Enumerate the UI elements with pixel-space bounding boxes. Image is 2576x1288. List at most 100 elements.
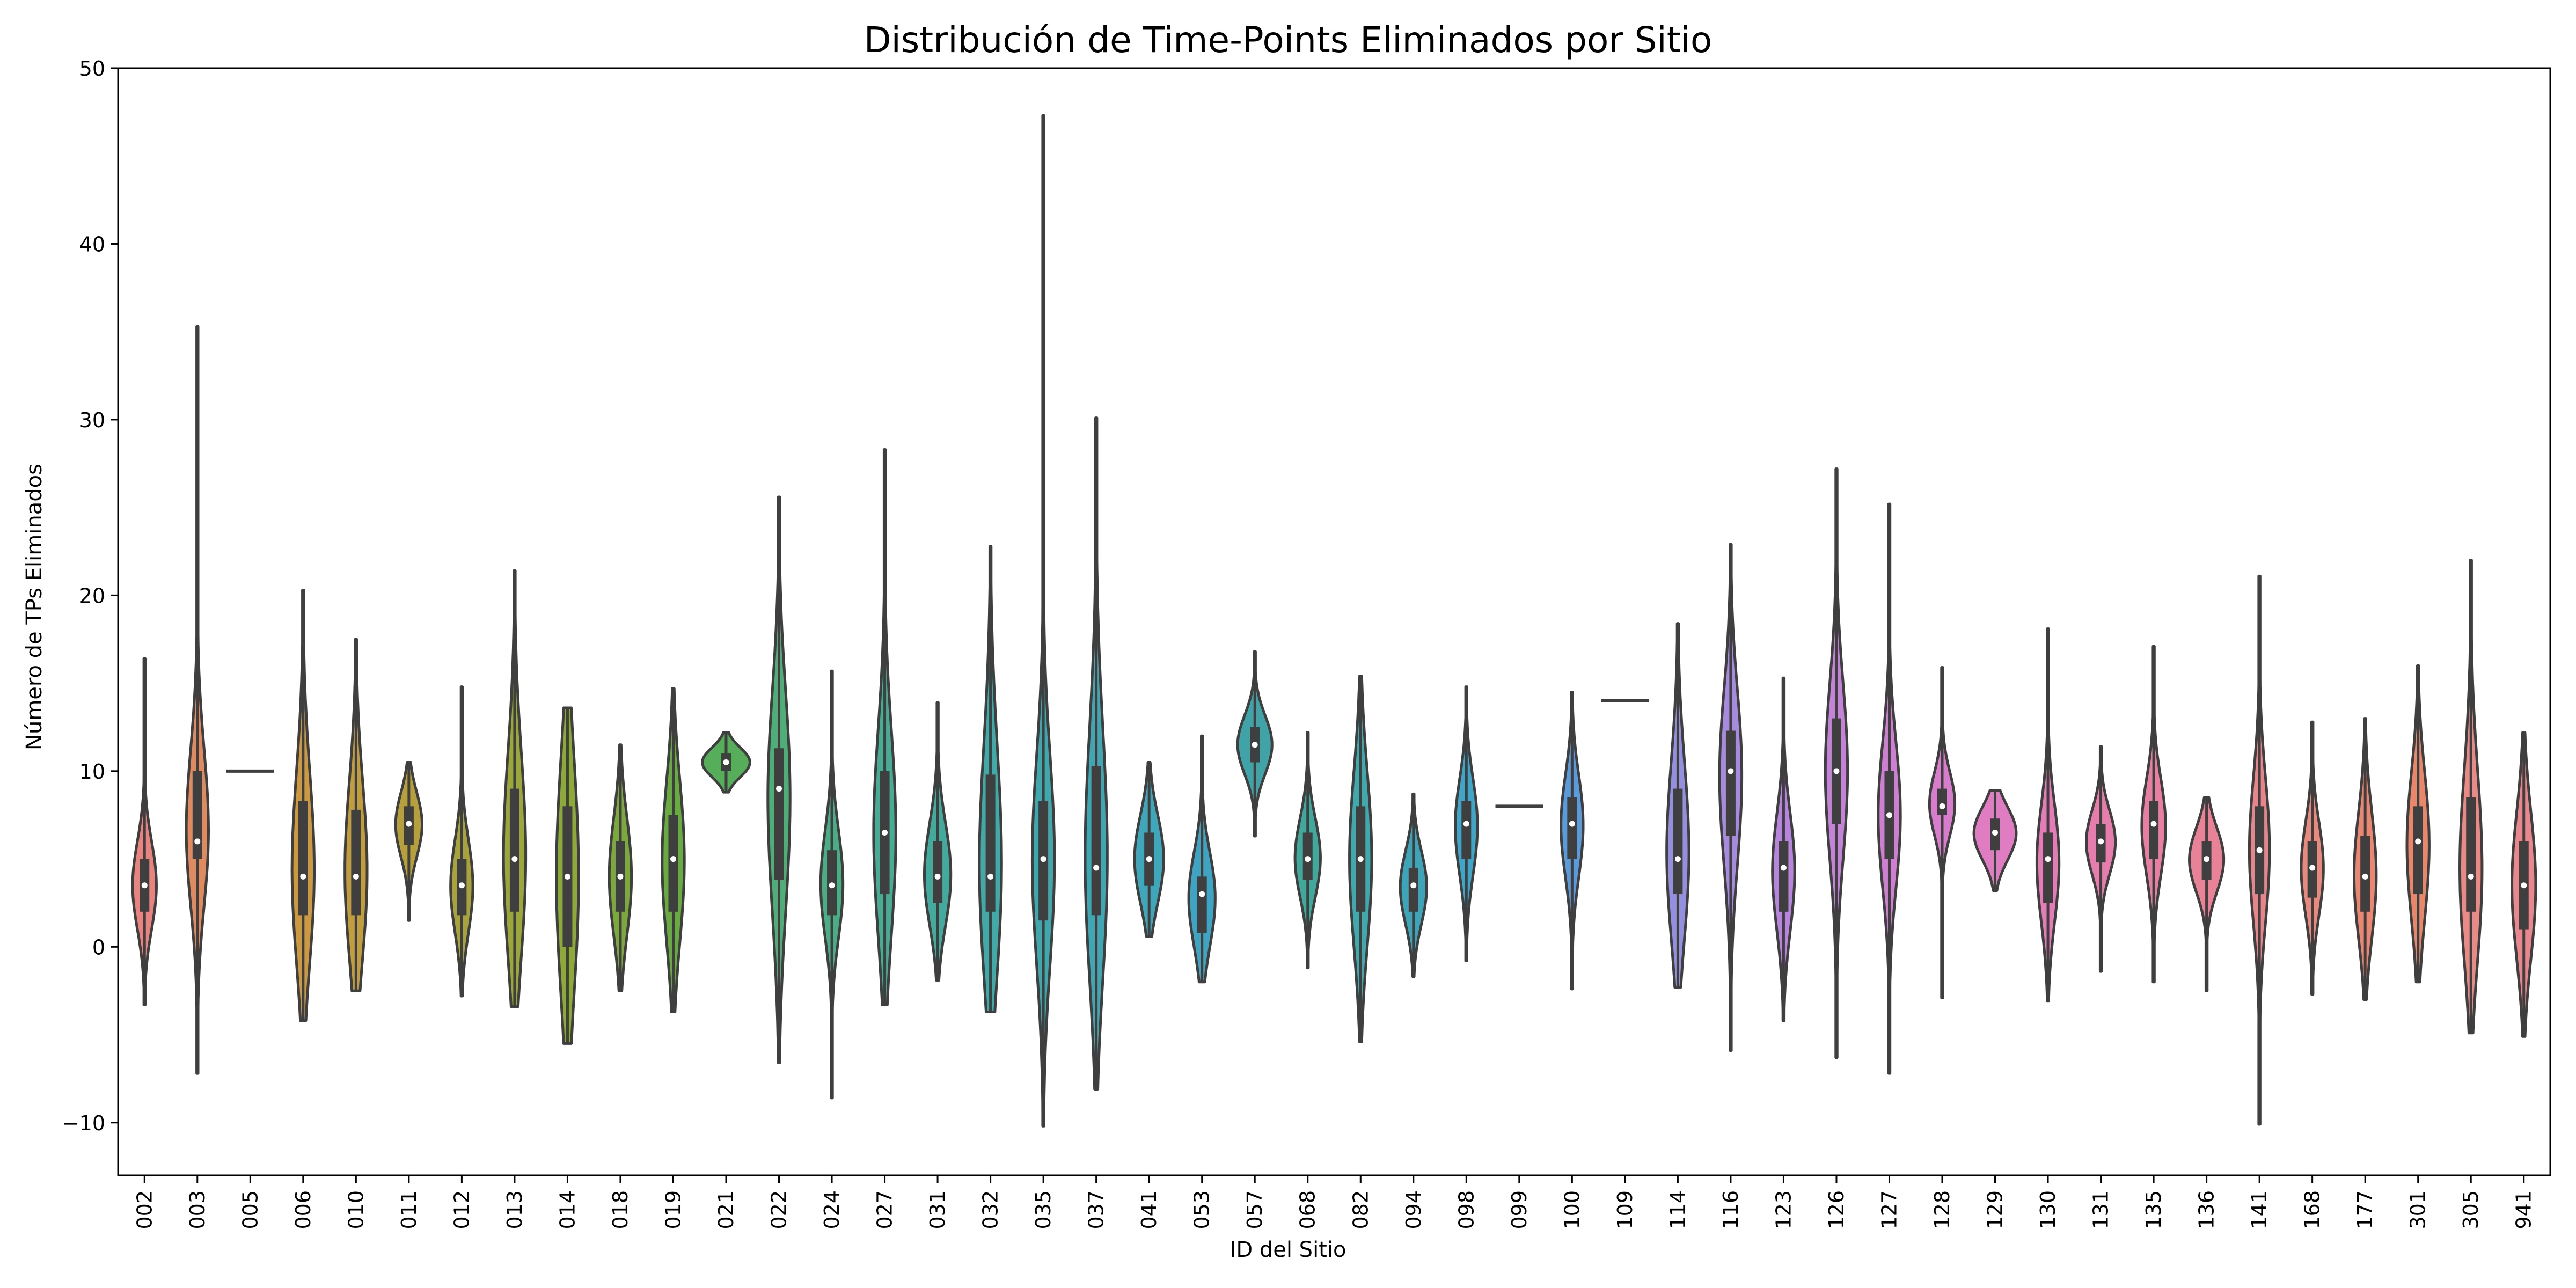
violin-iqr-box (933, 841, 943, 903)
violin-iqr-box (1197, 876, 1207, 933)
violin-median-point (2521, 882, 2527, 889)
violin-median-point (2098, 838, 2104, 845)
violin-median-point (723, 759, 729, 765)
x-axis-label: ID del Sitio (1230, 1238, 1346, 1262)
x-tick-label: 002 (133, 1190, 156, 1230)
violin-median-point (2256, 847, 2263, 853)
violin-024 (819, 669, 845, 1100)
x-tick-label: 129 (1984, 1190, 2007, 1230)
violin-median-point (2045, 856, 2051, 862)
x-tick-label: 136 (2195, 1190, 2219, 1230)
violin-035 (1030, 114, 1056, 1128)
violin-053 (1187, 734, 1217, 984)
violin-021 (701, 731, 751, 794)
violin-iqr-box (774, 748, 784, 880)
x-tick-label: 035 (1031, 1190, 1055, 1230)
x-tick-label: 100 (1560, 1190, 1584, 1230)
violin-median-point (1780, 865, 1787, 871)
violin-median-point (2415, 838, 2421, 845)
violin-013 (502, 569, 528, 1008)
violin-iqr-box (1408, 867, 1418, 912)
x-tick-label: 024 (820, 1190, 844, 1230)
x-tick-label: 057 (1243, 1190, 1267, 1230)
x-tick-label: 014 (555, 1190, 579, 1230)
violin-median-point (141, 882, 148, 889)
violin-305 (2458, 559, 2484, 1035)
y-tick-label: 50 (79, 57, 105, 80)
violin-median-point (617, 873, 624, 880)
x-tick-label: 041 (1137, 1190, 1161, 1230)
violin-median-point (1463, 821, 1469, 827)
violin-median-point (2468, 873, 2474, 880)
x-tick-label: 006 (291, 1190, 315, 1230)
x-tick-label: 011 (397, 1190, 421, 1230)
violin-128 (1928, 666, 1957, 999)
violin-group (131, 114, 2537, 1128)
violin-941 (2511, 731, 2537, 1038)
x-tick-label: 037 (1085, 1190, 1108, 1230)
violin-iqr-box (298, 801, 308, 916)
violin-median-point (829, 882, 835, 889)
violin-iqr-box (1937, 788, 1947, 815)
x-tick-label: 018 (609, 1190, 632, 1230)
violin-168 (2300, 720, 2325, 996)
x-tick-label: 177 (2353, 1190, 2377, 1230)
violin-iqr-box (1091, 766, 1101, 916)
violin-median-point (1093, 865, 1100, 871)
x-tick-label: 003 (186, 1190, 209, 1230)
violin-057 (1236, 650, 1274, 838)
violin-iqr-box (1567, 797, 1577, 859)
x-axis: 002 003 005 006 010 011 012 013 014 018 019 021 022 0… (133, 1175, 2536, 1230)
x-tick-label: 082 (1349, 1190, 1372, 1230)
violin-301 (2405, 664, 2431, 984)
violin-iqr-box (668, 815, 678, 912)
violin-median-point (1146, 856, 1152, 862)
x-tick-label: 127 (1877, 1190, 1901, 1230)
violin-median-point (353, 873, 359, 880)
violin-median-point (511, 856, 518, 862)
violin-median-point (1305, 856, 1311, 862)
x-tick-label: 010 (344, 1190, 368, 1230)
violin-iqr-box (2413, 806, 2423, 895)
violin-006 (290, 589, 316, 1022)
violin-010 (343, 638, 369, 992)
x-tick-label: 094 (1402, 1190, 1425, 1230)
violin-iqr-box (1673, 788, 1683, 895)
x-tick-label: 027 (873, 1190, 897, 1230)
violin-median-point (1569, 821, 1575, 827)
violin-iqr-box (1779, 841, 1789, 912)
violin-median-point (458, 882, 465, 889)
plot-frame (117, 67, 2551, 1176)
y-tick-label: 30 (79, 408, 105, 432)
x-tick-label: 116 (1719, 1190, 1743, 1230)
y-axis-label: Número de TPs Eliminados (22, 464, 47, 750)
violin-median-point (1040, 856, 1046, 862)
x-tick-label: 099 (1507, 1190, 1531, 1230)
x-tick-label: 068 (1296, 1190, 1320, 1230)
x-tick-label: 131 (2089, 1190, 2113, 1230)
violin-median-point (1939, 803, 1945, 809)
x-tick-label: 123 (1772, 1190, 1795, 1230)
x-tick-label: 305 (2459, 1190, 2483, 1230)
x-tick-label: 141 (2248, 1190, 2271, 1230)
violin-iqr-box (2466, 797, 2476, 912)
x-tick-label: 301 (2406, 1190, 2430, 1230)
violin-127 (1877, 502, 1902, 1075)
violin-031 (923, 701, 953, 982)
x-tick-label: 053 (1190, 1190, 1214, 1230)
violin-041 (1133, 761, 1165, 938)
violin-median-point (406, 821, 412, 827)
violin-median-point (1199, 891, 1205, 897)
violin-median-point (300, 873, 306, 880)
violin-median-point (1410, 882, 1417, 889)
x-tick-label: 128 (1930, 1190, 1954, 1230)
violin-012 (449, 685, 474, 998)
violin-130 (2035, 627, 2061, 1003)
x-tick-label: 126 (1825, 1190, 1848, 1230)
violin-131 (2085, 745, 2117, 973)
violin-011 (394, 761, 423, 922)
violin-median-point (2150, 821, 2157, 827)
x-tick-label: 168 (2301, 1190, 2324, 1230)
violin-068 (1293, 731, 1322, 970)
